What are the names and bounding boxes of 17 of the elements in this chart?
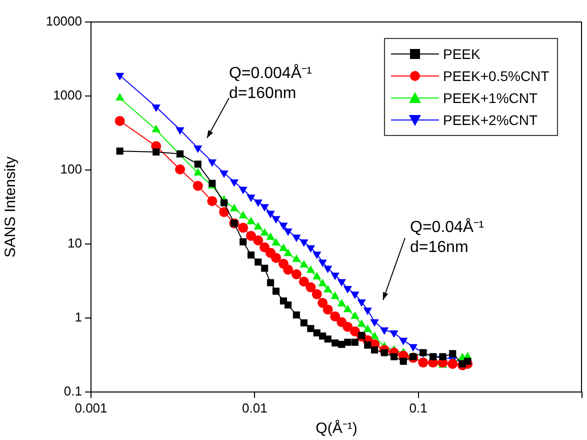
legend-label: PEEK+2%CNT — [443, 111, 538, 130]
annotation: Q=0.004Å⁻¹ d=160nm — [229, 64, 312, 102]
annotation: Q=0.04Å⁻¹ d=16nm — [410, 218, 484, 256]
legend-label: PEEK — [443, 45, 480, 64]
y-tick-label: 10000 — [46, 14, 82, 29]
y-tick-label: 1 — [74, 310, 82, 325]
legend-label: PEEK+1%CNT — [443, 89, 538, 108]
y-tick-label: 0.1 — [64, 384, 82, 399]
y-tick-label: 100 — [60, 162, 82, 177]
x-axis-title: Q(Å⁻¹) — [316, 419, 358, 438]
x-tick-label: 0.1 — [409, 400, 428, 416]
legend-label: PEEK+0.5%CNT — [443, 67, 550, 86]
y-tick-label: 10 — [68, 236, 82, 251]
y-tick-label: 1000 — [53, 88, 82, 103]
y-axis-title: SANS Intensity — [2, 156, 20, 258]
x-tick-label: 0.001 — [74, 400, 108, 416]
x-tick-label: 0.01 — [242, 400, 268, 416]
